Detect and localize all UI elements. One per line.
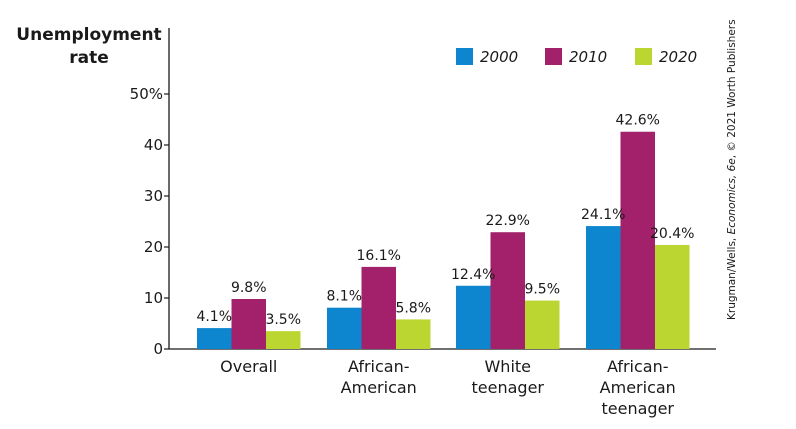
data-label: 24.1%: [581, 207, 625, 223]
credit-prefix: Krugman/Wells,: [726, 234, 738, 320]
data-label: 20.4%: [650, 226, 694, 242]
category-label: African-: [607, 357, 669, 376]
data-labels: 4.1% 8.1% 12.4% 24.1% 9.8% 16.1% 22.9% 42.6% 3.5…: [196, 113, 694, 328]
data-label: 9.5%: [524, 282, 560, 298]
bar-2020: [396, 319, 431, 349]
bar-2000: [197, 328, 232, 349]
y-ticks: 0 10 20 30 40 50%: [130, 85, 169, 358]
bar-2020: [266, 331, 301, 349]
legend-label: 2010: [569, 48, 607, 66]
category-label: American: [600, 378, 676, 397]
data-label: 22.9%: [486, 213, 530, 229]
credit-italic: Economics, 6e: [726, 158, 738, 234]
data-label: 42.6%: [616, 113, 660, 129]
y-tick-label: 10: [144, 289, 163, 307]
legend-swatch-2000: [456, 48, 473, 65]
category-labels: Overall African- American White teenager Afri…: [220, 357, 676, 418]
bar-2000: [456, 285, 491, 349]
bar-2010: [620, 131, 655, 349]
category-label: teenager: [602, 399, 675, 418]
data-label: 9.8%: [231, 280, 267, 296]
y-tick-label: 40: [144, 136, 163, 154]
data-label: 3.5%: [265, 312, 301, 328]
bar-2010: [361, 266, 396, 349]
y-tick-label: 0: [153, 340, 163, 358]
data-label: 16.1%: [357, 248, 401, 264]
y-tick-label: 30: [144, 187, 163, 205]
legend-label: 2000: [480, 48, 518, 66]
data-label: 8.1%: [326, 289, 362, 305]
credit-text: Krugman/Wells, Economics, 6e, © 2021 Wor…: [726, 19, 738, 320]
y-axis-title: Unemployment rate: [16, 25, 161, 68]
bar-2020: [525, 300, 560, 349]
data-label: 5.8%: [395, 300, 431, 316]
legend: 2000 2010 2020: [456, 48, 697, 66]
bar-2010: [490, 232, 525, 349]
data-label: 12.4%: [451, 267, 495, 283]
data-label: 4.1%: [196, 309, 232, 325]
category-label: Overall: [220, 357, 277, 376]
legend-swatch-2020: [635, 48, 652, 65]
bar-2020: [655, 244, 690, 349]
category-label: White: [484, 357, 531, 376]
legend-label: 2020: [659, 48, 697, 66]
bars: [197, 131, 690, 349]
bar-2000: [327, 307, 362, 349]
category-label: teenager: [472, 378, 545, 397]
y-axis-title-line: rate: [69, 48, 109, 68]
credit-suffix: , © 2021 Worth Publishers: [726, 19, 738, 158]
y-tick-label: 20: [144, 238, 163, 256]
legend-swatch-2010: [545, 48, 562, 65]
category-label: American: [341, 378, 417, 397]
y-axis-title-line: Unemployment: [16, 25, 161, 45]
y-tick-label: 50%: [130, 85, 163, 103]
bar-2010: [231, 299, 266, 349]
category-label: African-: [348, 357, 410, 376]
bar-2000: [586, 226, 621, 349]
